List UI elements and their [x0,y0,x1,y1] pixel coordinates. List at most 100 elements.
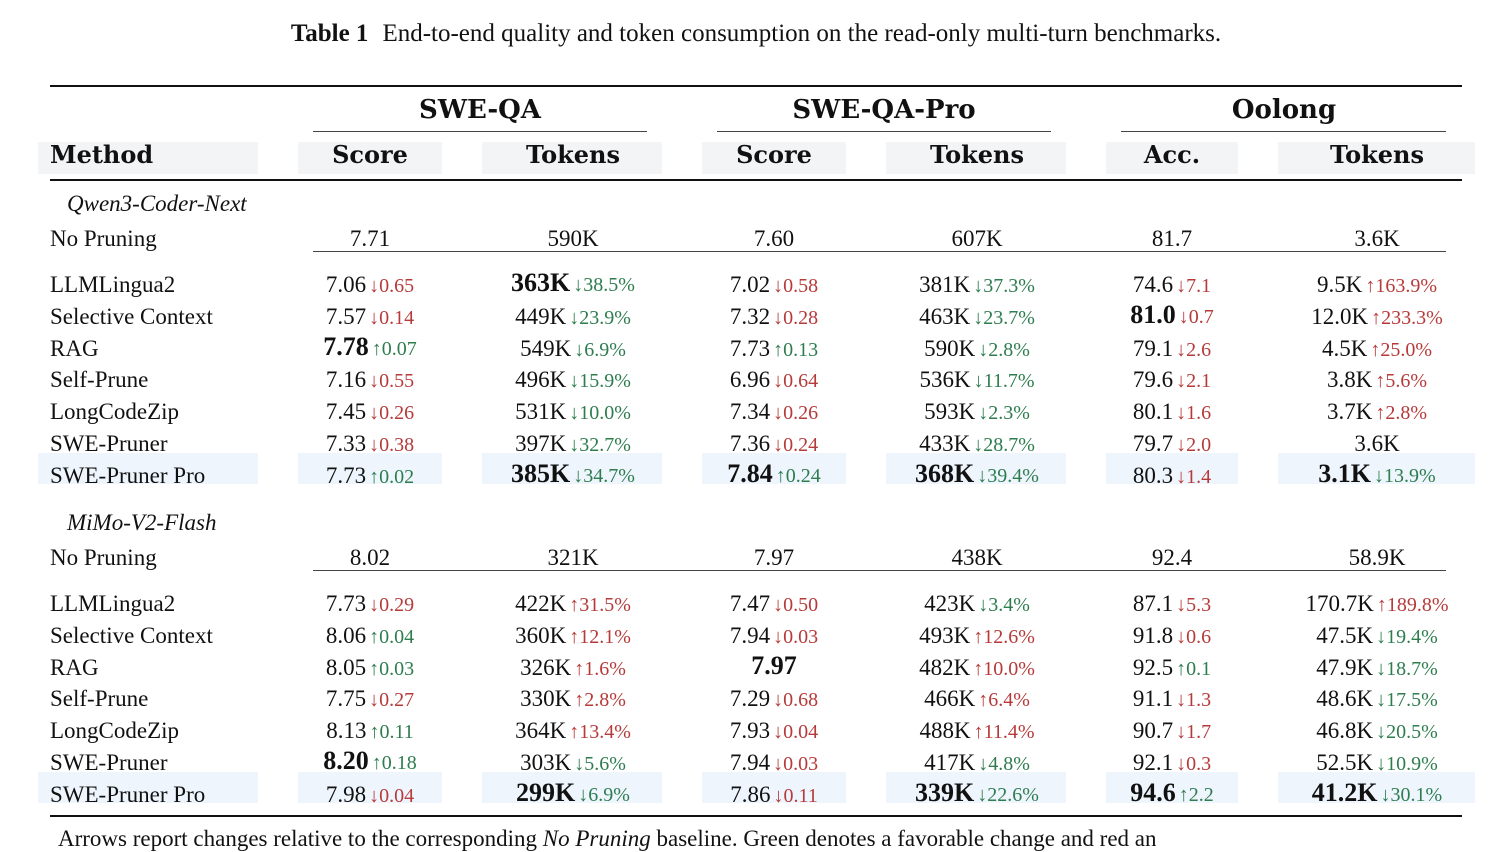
data-cell: 7.78 ↑0.07 [323,333,417,360]
data-cell: 7.57 ↓0.14 [326,305,414,328]
data-cell: 3.7K ↑2.8% [1327,400,1427,423]
header-cell-bg [1106,142,1238,174]
header-cell-bg [702,142,846,174]
footnote-emphasis: No Pruning [542,826,651,851]
caption-text: End-to-end quality and token consumption… [382,20,1222,47]
cell-value: 47.5K [1316,622,1374,648]
group-header: SWE-QA [419,95,541,125]
model-label: MiMo-V2-Flash [67,510,217,535]
cell-value: 52.5K [1316,750,1374,775]
cell-delta: ↓4.8% [978,753,1030,775]
baseline-cell: 58.9K [1349,546,1406,569]
cell-delta: ↑25.0% [1370,338,1433,361]
cell-value: 7.94 [729,622,771,648]
cell-delta: ↓39.4% [977,464,1039,487]
data-cell: 7.84 ↑0.24 [727,458,821,488]
cell-delta: ↓20.5% [1376,721,1438,744]
cell-value: 74.6 [1132,272,1174,297]
cell-value: 7.06 [325,272,367,297]
group-underline [313,131,647,132]
header-cell-bg [482,142,662,174]
cell-delta: ↓0.3 [1176,753,1212,775]
column-header: Acc. [1143,140,1201,169]
data-cell: 433K ↓28.7% [919,432,1035,455]
cell-delta: ↓0.68 [773,689,819,712]
column-header: Tokens [526,140,620,169]
method-name: Selective Context [50,303,213,329]
method-name: RAG [50,335,99,361]
data-cell: 7.97 [751,650,797,680]
cell-value: 482K [919,654,971,680]
cell-delta: ↓2.1 [1176,370,1212,393]
cell-value: 41.2K [1311,777,1378,807]
cell-value: 488K [919,718,971,744]
baseline-underline [313,570,1446,571]
data-cell: 3.8K ↑5.6% [1327,368,1427,391]
cell-delta: ↓0.65 [369,275,415,297]
group-header: Oolong [1231,95,1337,125]
cell-delta: ↓34.7% [573,464,635,487]
data-cell: 74.6 ↓7.1 [1133,273,1211,296]
data-cell: 339K ↓22.6% [915,779,1039,806]
cell-value: 531K [515,399,567,425]
cell-delta: ↓10.9% [1376,753,1438,775]
cell-delta: ↑2.2 [1178,783,1214,806]
cell-value: 321K [547,545,599,570]
table-caption: Table 1 End-to-end quality and token cons… [0,20,1512,48]
cell-value: 7.71 [349,226,391,251]
cell-delta: ↑0.13 [773,338,819,361]
highlight-cell-bg [886,452,1066,484]
cell-value: 493K [919,622,971,648]
data-cell: 7.94 ↓0.03 [730,751,818,774]
cell-value: 7.97 [751,650,797,680]
method-name: Self-Prune [50,686,149,712]
cell-value: 326K [520,654,572,680]
highlight-cell-bg [1106,452,1238,484]
group-underline [717,131,1051,132]
cell-value: 7.16 [325,367,367,393]
cell-delta: ↓2.3% [978,402,1030,425]
cell-value: 58.9K [1348,545,1406,570]
cell-delta: ↓1.3 [1176,689,1212,712]
data-cell: 92.1 ↓0.3 [1133,751,1211,774]
cell-value: 47.9K [1316,654,1374,680]
cell-delta: ↓28.7% [973,434,1035,456]
cell-value: 466K [924,686,976,712]
cell-delta: ↑6.4% [978,689,1030,712]
cell-delta: ↓3.4% [978,594,1030,616]
cell-delta: ↑12.6% [973,625,1035,648]
method-name: LongCodeZip [50,718,180,744]
data-cell: 7.34 ↓0.26 [730,400,818,423]
highlight-cell-bg [298,771,442,803]
cell-value: 7.73 [325,462,367,488]
data-cell: 7.16 ↓0.55 [326,368,414,391]
highlight-cell-bg [1278,771,1475,803]
method-name: SWE-Pruner Pro [50,462,206,488]
data-cell: 463K ↓23.7% [919,305,1035,328]
cell-delta: ↑189.8% [1376,594,1449,616]
data-cell: 303K ↓5.6% [520,751,626,774]
cell-value: 7.36 [729,431,771,456]
cell-value: 422K [515,591,567,616]
cell-value: 607K [951,226,1003,251]
data-cell: 7.73 ↑0.02 [326,464,414,487]
baseline-cell: 8.02 [350,546,390,569]
data-cell: 41.2K ↓30.1% [1311,777,1442,807]
cell-delta: ↓6.9% [578,783,630,806]
data-cell: 7.06 ↓0.65 [326,273,414,296]
cell-value: 87.1 [1132,591,1174,616]
data-cell: 47.9K ↓18.7% [1316,656,1438,679]
cell-delta: ↑12.1% [569,625,631,648]
data-cell: 170.7K ↑189.8% [1305,592,1448,615]
data-cell: 496K ↓15.9% [515,368,631,391]
data-cell: 7.75 ↓0.27 [326,687,414,710]
cell-delta: ↓32.7% [569,434,631,456]
cell-value: 7.02 [729,272,771,297]
cell-delta: ↓0.04 [773,721,819,744]
data-cell: 7.32 ↓0.28 [730,305,818,328]
cell-delta: ↓2.8% [978,338,1030,361]
cell-delta: ↓0.58 [773,275,819,297]
cell-value: 90.7 [1132,718,1174,744]
cell-value: 7.84 [727,458,773,488]
cell-value: 536K [919,367,971,393]
